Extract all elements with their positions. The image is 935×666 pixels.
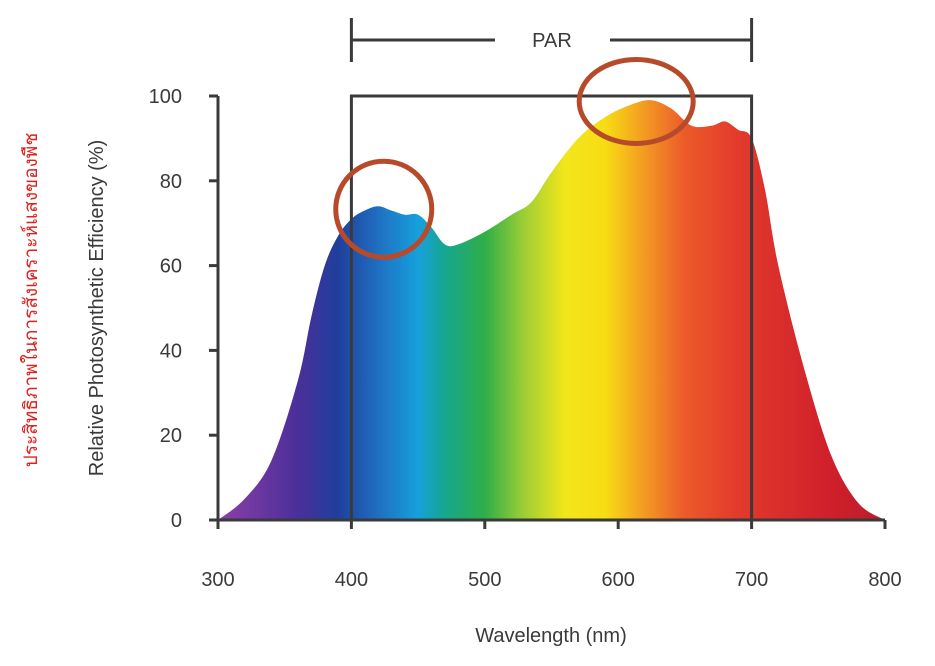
side-note-thai: ประสิทธิภาพในการสังเคราะห์แสงของพืช bbox=[20, 133, 42, 468]
x-axis-title: Wavelength (nm) bbox=[475, 625, 627, 647]
y-axis-title: Relative Photosynthetic Efficiency (%) bbox=[86, 140, 108, 476]
x-tick-label: 600 bbox=[602, 569, 635, 591]
y-tick-label: 100 bbox=[149, 86, 182, 108]
y-tick-label: 20 bbox=[160, 425, 182, 447]
par-bracket bbox=[349, 18, 754, 520]
y-tick-label: 0 bbox=[171, 510, 182, 532]
axes-layer: 300 400 500 600 700 800 0 20 40 60 80 100 bbox=[149, 86, 902, 591]
y-tick-label: 80 bbox=[160, 171, 182, 193]
blue-peak-circle bbox=[333, 158, 435, 260]
x-tick-label: 800 bbox=[868, 569, 901, 591]
x-tick-label: 300 bbox=[201, 569, 234, 591]
y-tick-label: 40 bbox=[160, 340, 182, 362]
spectrum-area bbox=[218, 100, 885, 520]
x-tick-label: 400 bbox=[335, 569, 368, 591]
x-tick-label: 700 bbox=[735, 569, 768, 591]
y-tick-label: 60 bbox=[160, 256, 182, 278]
x-tick-label: 500 bbox=[468, 569, 501, 591]
red-peak-circle bbox=[576, 56, 696, 146]
par-label: PAR bbox=[532, 30, 572, 52]
highlight-circles bbox=[333, 56, 696, 260]
area-layer bbox=[218, 100, 885, 520]
par-box bbox=[349, 94, 754, 520]
